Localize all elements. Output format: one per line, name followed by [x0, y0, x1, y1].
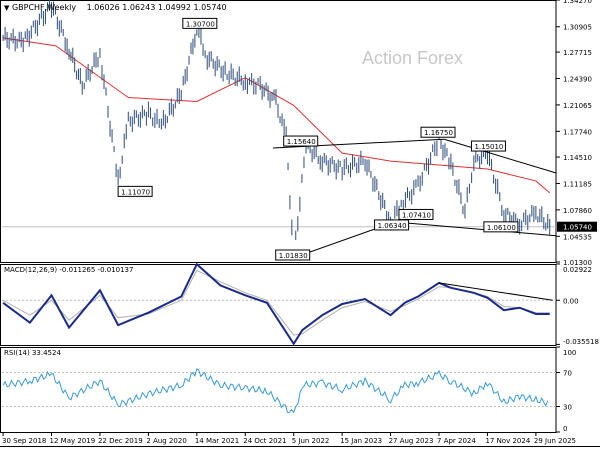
macd-label: MACD(12,26,9) -0.011265 -0.010137	[4, 266, 134, 274]
rsi-line	[2, 368, 549, 414]
ohlc-values: 1.06026 1.06243 1.04992 1.05740	[86, 3, 227, 12]
rsi-label: RSI(14) 33.4524	[4, 349, 61, 357]
time-tick-label: 5 Jun 2022	[292, 437, 330, 445]
price-annotation-label: 1.15640	[287, 138, 316, 146]
macd-signal-line	[2, 269, 550, 336]
macd-tick-label: 0.00	[563, 297, 579, 305]
price-tick-label: 1.21065	[563, 102, 592, 110]
price-annotation-label: 1.01830	[279, 252, 308, 260]
moving-average-line	[3, 37, 551, 194]
macd-line	[2, 262, 550, 346]
price-tick-label: 1.07860	[563, 207, 592, 215]
time-tick-label: 24 Oct 2021	[243, 437, 286, 445]
price-tick-label: 1.01300	[563, 259, 592, 267]
time-tick-label: 17 Nov 2024	[485, 437, 530, 445]
price-tick-label: 1.17740	[563, 128, 592, 136]
price-tick-label: 1.34270	[563, 0, 592, 5]
price-tick-label: 1.14510	[563, 154, 592, 162]
price-annotation-box	[182, 17, 218, 29]
time-tick-label: 2 Aug 2020	[146, 437, 186, 445]
price-annotation-label: 1.30700	[186, 20, 215, 28]
trendline	[444, 138, 557, 174]
time-tick-label: 15 Jan 2023	[340, 437, 382, 445]
price-tick-label: 1.27715	[563, 49, 592, 57]
pane-frame	[0, 264, 557, 346]
macd-tick-label: -0.035518	[563, 338, 599, 346]
time-tick-label: 27 Aug 2023	[389, 437, 434, 445]
time-tick-label: 29 Jun 2025	[534, 437, 576, 445]
price-annotation-label: 1.06100	[487, 224, 516, 232]
price-annotation-box	[398, 208, 434, 220]
price-annotation-box	[374, 219, 410, 231]
time-tick-label: 7 Apr 2024	[437, 437, 476, 445]
price-annotation-label: 1.06340	[378, 222, 407, 230]
price-annotation-box	[275, 249, 311, 261]
price-annotation-box	[283, 135, 319, 147]
time-tick-label: 30 Sep 2018	[2, 437, 46, 445]
price-annotation-box	[117, 185, 153, 197]
rsi-tick-label: 100	[563, 349, 576, 357]
price-annotation-label: 1.15010	[474, 143, 503, 151]
macd-tick-label: 0.02922	[563, 266, 592, 274]
trendline	[272, 138, 445, 149]
dropdown-triangle-icon[interactable]: ▼	[4, 4, 10, 12]
price-annotation-label: 1.16750	[424, 129, 453, 137]
symbol-header: ▼ GBPCHF,Weekly 1.06026 1.06243 1.04992 …	[4, 3, 227, 12]
price-annotation-box	[470, 140, 506, 152]
time-tick-label: 14 Mar 2021	[195, 437, 239, 445]
price-tick-label: 1.30905	[563, 24, 592, 32]
rsi-tick-label: 0	[563, 425, 567, 433]
current-price-box	[557, 221, 597, 232]
time-tick-label: 22 Dec 2019	[98, 437, 143, 445]
pane-frame	[0, 347, 557, 433]
price-annotation-box	[483, 221, 519, 233]
watermark: Action Forex	[362, 48, 464, 68]
rsi-tick-label: 30	[563, 404, 572, 412]
price-tick-label: 1.04535	[563, 233, 592, 241]
pane-frame	[0, 0, 557, 263]
symbol-timeframe: GBPCHF,Weekly	[11, 3, 77, 12]
price-annotation-label: 1.11070	[121, 188, 150, 196]
rsi-tick-label: 70	[563, 370, 572, 378]
price-tick-label: 1.24390	[563, 76, 592, 84]
price-annotation-label: 1.07410	[402, 211, 431, 219]
macd-trendline	[438, 282, 553, 301]
trendline	[394, 221, 557, 237]
time-tick-label: 12 May 2019	[50, 437, 96, 445]
price-annotation-box	[420, 126, 456, 138]
price-tick-label: 1.11185	[563, 180, 592, 188]
current-price-label: 1.05740	[563, 224, 592, 232]
